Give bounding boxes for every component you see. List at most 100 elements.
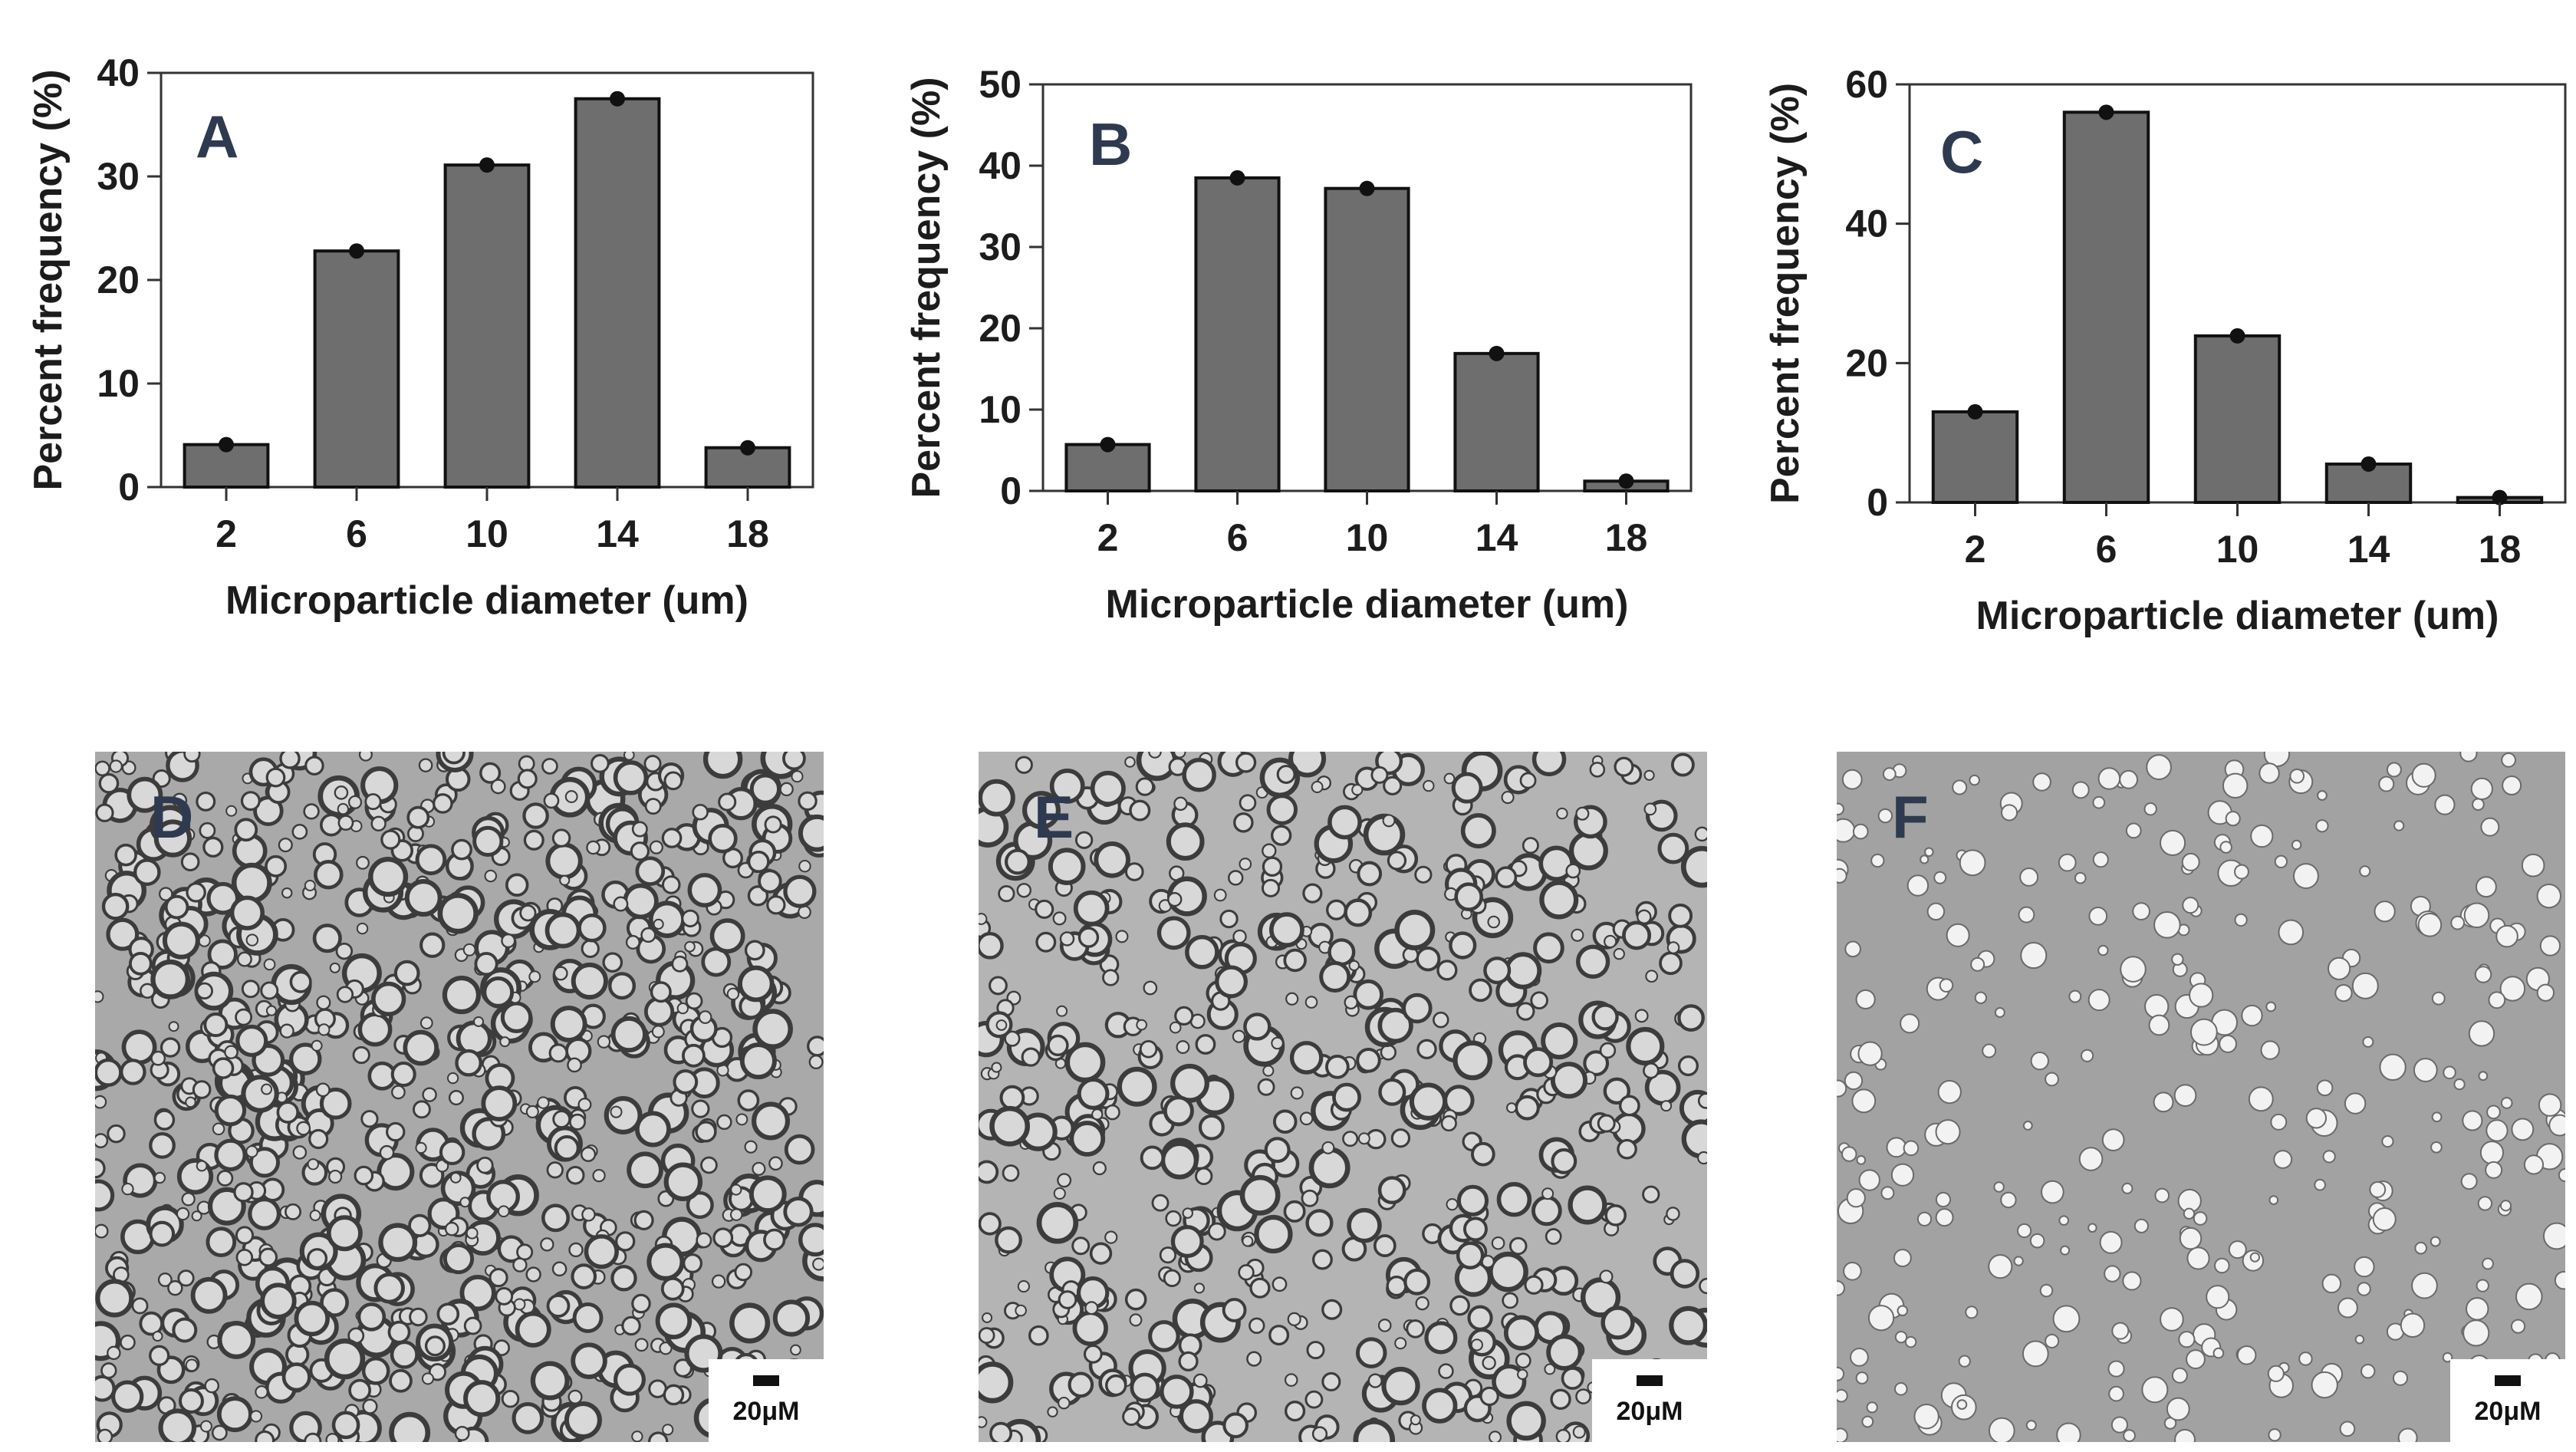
droplet xyxy=(2182,897,2199,914)
droplet xyxy=(1843,1261,1862,1281)
droplet xyxy=(216,1396,253,1433)
droplet xyxy=(2501,752,2516,768)
bar-point xyxy=(1229,170,1245,186)
droplet xyxy=(627,1151,663,1189)
droplet xyxy=(2470,777,2493,801)
droplet xyxy=(2411,762,2436,788)
droplet xyxy=(387,1320,411,1344)
droplet xyxy=(150,1050,166,1066)
droplet xyxy=(186,882,206,903)
droplet xyxy=(763,1228,786,1251)
droplet xyxy=(2000,1191,2017,1209)
droplet xyxy=(362,1398,378,1414)
droplet xyxy=(225,805,238,817)
droplet xyxy=(2060,1245,2071,1256)
droplet xyxy=(581,1207,596,1222)
droplet xyxy=(2460,1173,2478,1190)
y-tick-label: 10 xyxy=(97,362,140,405)
droplet xyxy=(95,1279,134,1318)
droplet xyxy=(326,1215,363,1252)
droplet xyxy=(564,790,578,804)
y-tick-label: 20 xyxy=(1845,341,1888,384)
droplet xyxy=(1068,1371,1094,1398)
droplet xyxy=(695,1121,717,1143)
droplet xyxy=(2092,795,2106,809)
droplet xyxy=(1645,970,1659,983)
droplet xyxy=(335,942,354,960)
droplet xyxy=(812,1257,824,1271)
droplet xyxy=(1325,1054,1350,1079)
droplet xyxy=(546,1161,564,1179)
droplet xyxy=(307,1248,328,1269)
droplet xyxy=(1321,1299,1343,1320)
droplet xyxy=(2181,852,2200,871)
x-tick-label: 14 xyxy=(1476,516,1518,559)
droplet xyxy=(568,1242,584,1258)
scale-bar xyxy=(1637,1375,1663,1386)
droplet xyxy=(613,760,649,795)
bar-point xyxy=(219,436,234,453)
droplet xyxy=(2521,853,2545,877)
droplet xyxy=(1249,1277,1271,1299)
droplet xyxy=(2477,1196,2493,1211)
droplet xyxy=(2074,871,2087,884)
droplet xyxy=(207,939,238,970)
droplet xyxy=(370,815,387,831)
droplet xyxy=(2173,1084,2197,1107)
droplet xyxy=(660,1276,685,1301)
droplet xyxy=(1239,858,1252,871)
droplet xyxy=(2475,876,2497,898)
droplet xyxy=(2369,1180,2387,1198)
droplet xyxy=(1233,812,1254,833)
droplet xyxy=(419,1016,433,1030)
droplet xyxy=(2354,1335,2365,1345)
droplet xyxy=(380,829,401,850)
droplet xyxy=(95,990,104,1003)
droplet xyxy=(1348,960,1360,972)
droplet xyxy=(1332,1082,1361,1112)
droplet xyxy=(1308,1147,1351,1189)
droplet xyxy=(1956,1399,1968,1410)
droplet xyxy=(1858,1169,1880,1191)
droplet xyxy=(131,1297,149,1315)
droplet xyxy=(1219,909,1239,929)
droplet xyxy=(1454,882,1483,911)
droplet xyxy=(621,1315,641,1336)
droplet xyxy=(752,1101,791,1141)
y-tick-label: 50 xyxy=(979,63,1022,106)
droplet xyxy=(472,825,504,857)
droplet xyxy=(1213,888,1227,902)
droplet xyxy=(1246,1351,1262,1367)
y-axis-title: Percent frequency (%) xyxy=(904,77,949,498)
droplet xyxy=(1844,1071,1864,1091)
droplet xyxy=(646,1243,685,1281)
droplet xyxy=(1837,1079,1847,1098)
droplet xyxy=(2267,1365,2285,1382)
droplet xyxy=(640,927,656,943)
droplet xyxy=(371,981,406,1016)
droplet xyxy=(1057,1173,1072,1188)
droplet xyxy=(1861,1415,1874,1428)
droplet xyxy=(153,819,192,858)
droplet xyxy=(1284,1373,1298,1387)
droplet xyxy=(2393,820,2405,831)
droplet xyxy=(463,1316,482,1335)
droplet xyxy=(999,1085,1025,1111)
droplet xyxy=(1965,1305,1979,1319)
droplet xyxy=(2110,1416,2129,1434)
x-tick-label: 10 xyxy=(1346,516,1389,559)
droplet xyxy=(1394,909,1436,950)
droplet xyxy=(662,1424,674,1436)
droplet xyxy=(159,887,173,901)
droplet xyxy=(592,1168,606,1183)
droplet xyxy=(552,1110,571,1129)
droplet xyxy=(2480,817,2500,837)
droplet xyxy=(204,1378,220,1394)
droplet xyxy=(2087,989,2110,1012)
micrograph-panel-d: D 20μM xyxy=(95,752,824,1442)
droplet xyxy=(379,1144,395,1161)
droplet xyxy=(2453,1078,2466,1091)
droplet xyxy=(240,791,261,812)
droplet xyxy=(1589,762,1606,778)
bar xyxy=(1194,176,1281,492)
